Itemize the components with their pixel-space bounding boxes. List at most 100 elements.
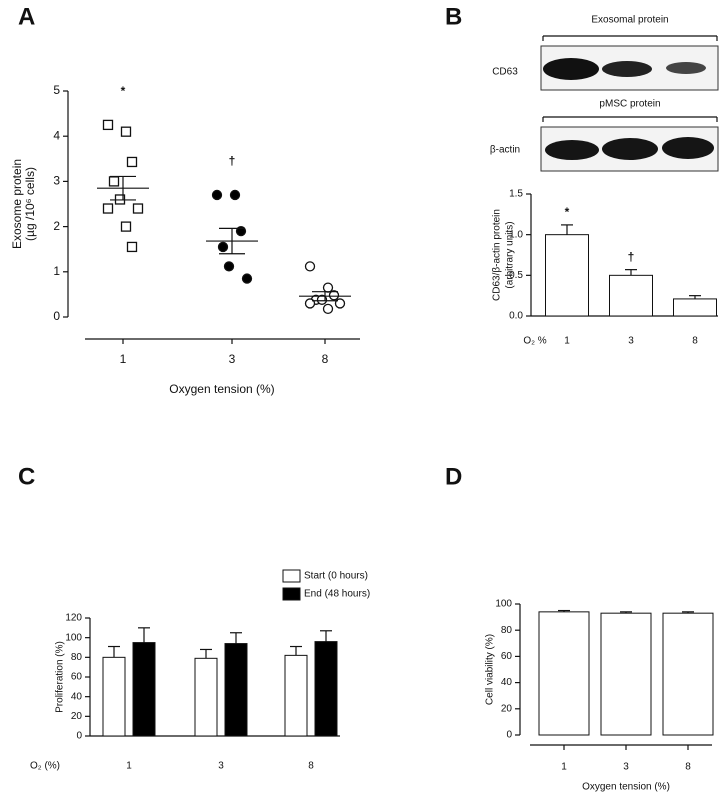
legend-swatch	[282, 569, 301, 583]
x-tick-label: 1	[120, 352, 127, 366]
bar	[132, 642, 156, 737]
blot-row-label: β-actin	[490, 145, 520, 156]
bar	[545, 234, 589, 317]
annotation: *	[565, 205, 570, 219]
data-point	[102, 119, 114, 131]
x-axis-label: O₂ (%)	[30, 761, 60, 772]
data-point	[241, 273, 253, 284]
bar	[673, 298, 717, 317]
x-tick-label: 3	[628, 336, 634, 347]
x-axis-label: Oxygen tension (%)	[169, 382, 274, 396]
x-tick-label: 8	[308, 761, 314, 772]
y-tick-label: 3	[53, 174, 60, 188]
data-point	[217, 241, 229, 253]
y-axis-label: (arbitrary units)	[505, 221, 516, 288]
y-axis-label: Cell viability (%)	[485, 634, 496, 705]
bar	[224, 643, 248, 737]
data-point	[322, 303, 334, 315]
y-tick-label: 20	[71, 711, 83, 722]
y-tick-label: 4	[53, 128, 60, 142]
data-point	[211, 189, 223, 201]
y-tick-label: 1.0	[509, 229, 523, 240]
y-tick-label: 60	[71, 672, 83, 683]
data-point	[132, 203, 144, 214]
blot-band	[602, 138, 658, 160]
x-tick-label: 3	[229, 352, 236, 366]
y-axis-label: Proliferation (%)	[55, 641, 66, 713]
y-tick-label: 40	[71, 691, 83, 702]
y-tick-label: 5	[53, 83, 60, 97]
blot-header: pMSC protein	[599, 99, 660, 110]
blot-band	[545, 140, 599, 160]
bar	[600, 612, 652, 736]
x-tick-label: 1	[561, 762, 567, 773]
data-point	[316, 294, 328, 305]
bar	[538, 611, 590, 736]
annotation: †	[628, 250, 635, 264]
blot-band	[543, 58, 599, 80]
data-point	[126, 156, 138, 168]
data-point	[102, 203, 114, 214]
y-tick-label: 0	[76, 731, 82, 742]
panel-letter: C	[18, 463, 35, 490]
x-tick-label: 8	[685, 762, 691, 773]
x-axis-label: Oxygen tension (%)	[582, 782, 670, 793]
y-tick-label: 2	[53, 219, 60, 233]
panel-letter: A	[18, 3, 35, 30]
blot-band	[662, 137, 714, 159]
y-tick-label: 1	[53, 264, 60, 278]
x-tick-label: 8	[322, 352, 329, 366]
y-tick-label: 100	[495, 599, 512, 610]
x-tick-label: 1	[126, 761, 132, 772]
y-tick-label: 100	[65, 632, 82, 643]
legend-label: End (48 hours)	[304, 589, 370, 600]
y-axis-label: Exosome protein	[10, 159, 24, 249]
blot-band	[666, 62, 706, 74]
western-blot: Exosomal protein CD63 pMSC protein β-act…	[490, 15, 719, 172]
bar	[609, 274, 653, 317]
y-tick-label: 0	[506, 730, 512, 741]
legend-swatch	[282, 587, 301, 601]
data-point	[120, 221, 132, 232]
annotation: †	[229, 154, 236, 168]
annotation: *	[121, 84, 126, 98]
data-point	[126, 241, 138, 253]
y-axis-label: (µg /10⁶ cells)	[23, 167, 37, 241]
data-point	[120, 126, 132, 137]
x-tick-label: 8	[692, 336, 698, 347]
legend-label: Start (0 hours)	[304, 571, 368, 582]
y-tick-label: 120	[65, 613, 82, 624]
y-tick-label: 1.5	[509, 189, 523, 200]
data-point	[108, 176, 120, 187]
y-axis-label: CD63/β-actin protein	[492, 209, 503, 301]
bar	[284, 654, 308, 737]
y-tick-label: 20	[501, 703, 513, 714]
y-tick-label: 80	[71, 652, 83, 663]
blot-row-label: CD63	[492, 67, 518, 78]
y-tick-label: 0.0	[509, 311, 523, 322]
blot-band	[602, 61, 652, 77]
y-tick-label: 0	[53, 309, 60, 323]
blot-header: Exosomal protein	[591, 15, 668, 26]
x-tick-label: 1	[564, 336, 570, 347]
bar	[194, 657, 218, 737]
data-point	[223, 261, 235, 272]
x-tick-label: 3	[218, 761, 224, 772]
x-tick-label: 3	[623, 762, 629, 773]
panel-letter: D	[445, 463, 462, 490]
panel-letter: B	[445, 3, 462, 30]
x-axis-label: O₂ %	[523, 336, 546, 347]
data-point	[328, 290, 340, 301]
bar	[314, 641, 338, 737]
y-tick-label: 60	[501, 651, 513, 662]
data-point	[322, 282, 334, 293]
data-point	[229, 189, 241, 201]
bar	[102, 656, 126, 737]
data-point	[304, 261, 316, 272]
y-tick-label: 80	[501, 625, 513, 636]
bar	[662, 612, 714, 736]
y-tick-label: 40	[501, 677, 513, 688]
y-tick-label: 0.5	[509, 270, 523, 281]
